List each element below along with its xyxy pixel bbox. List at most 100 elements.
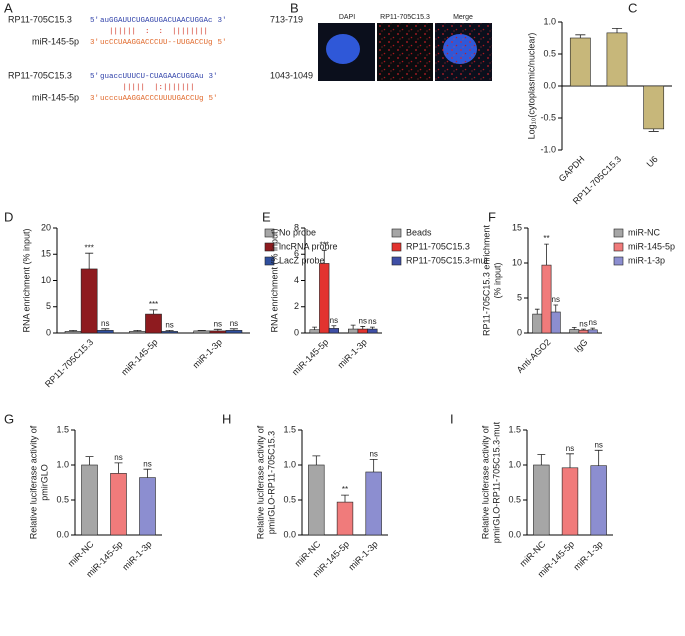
- bar: [336, 501, 354, 536]
- legend-swatch: [264, 256, 275, 266]
- y-axis-label: Relative luciferase activity of: [28, 425, 38, 539]
- prime: 3': [90, 39, 99, 47]
- panel-b: B DAPI RP11-705C15.3 Merge: [290, 0, 492, 81]
- panel-letter: G: [4, 411, 14, 426]
- error-bar: [213, 328, 222, 331]
- y-axis-label: Log₁₀(cytoplasmic/nuclear): [526, 33, 536, 140]
- position: 713-719: [270, 14, 303, 24]
- x-tick-label: miR-1-3p: [347, 539, 380, 572]
- y-axis-label: (% input): [492, 262, 502, 298]
- prime: 5': [218, 39, 227, 47]
- y-axis-label: Relative luciferase activity of: [255, 425, 265, 539]
- legend-label: Beads: [406, 227, 432, 237]
- legend-swatch: [264, 228, 275, 238]
- error-bar: [575, 34, 586, 38]
- significance-label: ns: [143, 459, 151, 468]
- mirna-sequence: ucccuAAGGACCCUUUUGACCUg: [100, 95, 204, 103]
- error-bar: [114, 462, 123, 474]
- mirna-name: miR-145-5p: [32, 36, 79, 46]
- legend-label: miR-145-5p: [628, 241, 675, 251]
- x-tick-label: miR-1-3p: [120, 539, 153, 572]
- panel-letter: A: [4, 0, 13, 15]
- legend-label: No probe: [279, 227, 316, 237]
- y-tick-label: 0.5: [543, 48, 556, 58]
- panel-letter: C: [628, 0, 637, 15]
- prime: 3': [218, 17, 227, 25]
- prime: 3': [209, 73, 218, 81]
- error-bar: [534, 308, 540, 315]
- y-tick-label: 1.0: [508, 459, 521, 469]
- significance-label: ns: [552, 295, 560, 304]
- prime: 5': [209, 95, 218, 103]
- significance-label: ***: [84, 243, 93, 252]
- y-tick-label: 1.0: [283, 459, 296, 469]
- y-tick-label: 20: [41, 222, 51, 232]
- panel-letter: D: [4, 209, 13, 224]
- bar: [532, 313, 543, 334]
- y-axis-label: pmirGLO-RP11-705C15.3-mut: [491, 421, 501, 543]
- x-tick-label: Anti-AGO2: [515, 337, 553, 375]
- y-tick-label: 1.0: [543, 16, 556, 26]
- rna-sequence: auGGAUUCUGAGUGACUAACUGGAc: [100, 17, 213, 25]
- error-bar: [571, 327, 577, 330]
- panel-letter: H: [222, 411, 231, 426]
- bar: [129, 331, 146, 334]
- bar: [193, 330, 211, 334]
- legend-label: lncRNA probre: [279, 241, 338, 251]
- error-bar: [553, 304, 559, 312]
- bar: [96, 330, 114, 334]
- error-bar: [331, 325, 337, 329]
- legend-label: RP11-705C15.3: [406, 241, 470, 251]
- error-bar: [69, 329, 78, 332]
- error-bar: [229, 328, 238, 331]
- error-bar: [312, 326, 318, 330]
- legend-swatch: [613, 228, 624, 238]
- y-tick-label: 1.5: [508, 424, 521, 434]
- legend-swatch: [391, 256, 402, 266]
- significance-label: ns: [214, 319, 222, 328]
- bar: [606, 32, 628, 87]
- bar: [569, 37, 591, 87]
- y-tick-label: 5: [46, 301, 51, 311]
- y-tick-label: 0.5: [283, 494, 296, 504]
- rna-name: RP11-705C15.3: [8, 70, 72, 80]
- legend-swatch: [613, 256, 624, 266]
- significance-label: ns: [368, 317, 376, 326]
- y-tick-label: 10: [512, 257, 522, 267]
- bar: [64, 331, 82, 334]
- y-tick-label: 1.0: [56, 459, 69, 469]
- legend-label: LacZ probe: [279, 255, 325, 265]
- pairing: ||||| |:|||||||: [100, 84, 195, 92]
- error-bar: [611, 28, 623, 33]
- x-tick-label: GAPDH: [557, 154, 587, 184]
- y-tick-label: 0.0: [283, 529, 296, 539]
- bar: [110, 473, 127, 536]
- legend-label: miR-1-3p: [628, 255, 665, 265]
- significance-label: ***: [320, 240, 329, 249]
- y-tick-label: 2: [294, 301, 299, 311]
- bar: [561, 467, 579, 536]
- significance-label: ns: [114, 453, 122, 462]
- significance-label: ns: [101, 319, 109, 328]
- mirna-name: miR-145-5p: [32, 92, 79, 102]
- panel-a: A: [4, 0, 13, 15]
- bar: [328, 328, 339, 334]
- legend-swatch: [613, 242, 624, 252]
- error-bar: [537, 454, 546, 465]
- prime: 5': [90, 17, 99, 25]
- y-tick-label: 8: [294, 222, 299, 232]
- error-bar: [590, 327, 596, 330]
- rna-sequence: guaccUUUCU-CUAGAACUGGAu: [100, 73, 204, 81]
- x-tick-label: miR-1-3p: [572, 539, 605, 572]
- error-bar: [133, 329, 142, 332]
- significance-label: ns: [230, 319, 238, 328]
- bar: [643, 85, 665, 130]
- error-bar: [594, 449, 603, 466]
- error-bar: [369, 459, 378, 472]
- error-bar: [360, 326, 366, 330]
- bar: [319, 263, 330, 334]
- bar: [145, 313, 162, 334]
- significance-label: **: [342, 485, 348, 494]
- significance-label: ns: [165, 320, 173, 329]
